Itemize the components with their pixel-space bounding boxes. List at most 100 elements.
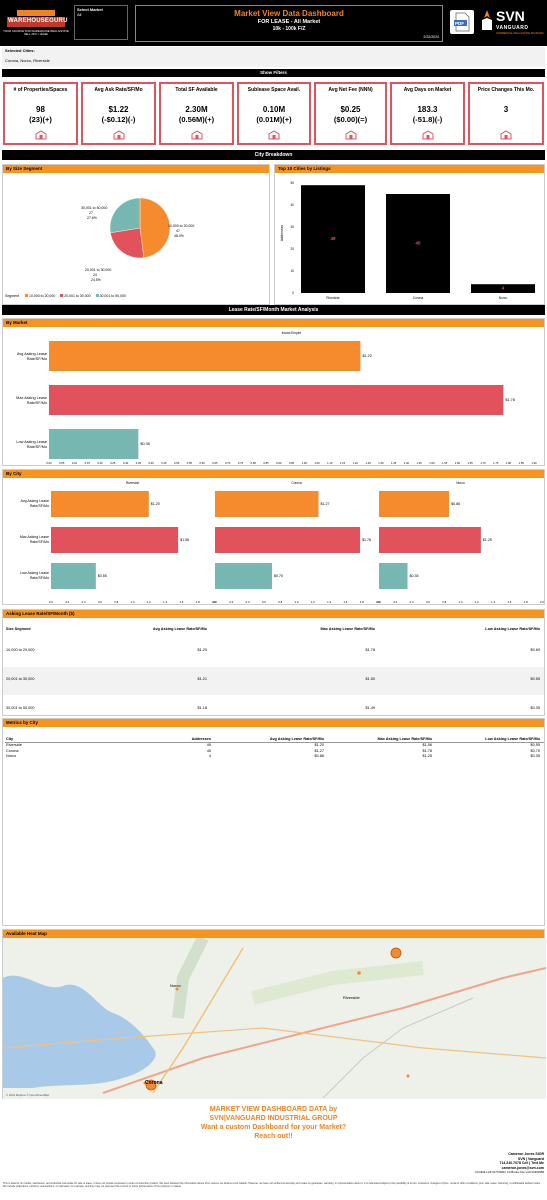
pie-label-pct: 27.6% [87, 216, 97, 220]
pie-label-pct: 48.0% [174, 234, 184, 238]
city-bar [471, 284, 535, 293]
x-tick: 0.15 [85, 461, 91, 465]
kpi-label: Sublease Space Avail. [247, 87, 301, 93]
market-bar [49, 429, 139, 459]
city-bar-value: $1.27 [321, 502, 330, 506]
city-bar [215, 491, 319, 517]
contact-email[interactable]: cameron.jones@svn.com [501, 1165, 544, 1170]
kpi-label: Total SF Available [175, 87, 218, 93]
kpi-change: ($0.00)(=) [333, 115, 368, 124]
x-tick: 1.85 [519, 461, 525, 465]
city-bar-value: $1.20 [151, 502, 160, 506]
show-filters-button[interactable]: Show Filters [2, 69, 545, 77]
report-date: 2/22/2024 [423, 35, 439, 39]
svn-logo[interactable]: SVN VANGUARD COMMERCIAL REAL ESTATE ADVI… [478, 6, 544, 41]
heat-map[interactable] [3, 938, 546, 1099]
svn-mark-icon [482, 10, 492, 30]
table-cell: $1.20 [314, 743, 324, 747]
x-tick: 1.6 [179, 600, 183, 604]
pie-label-pct: 24.5% [91, 278, 101, 282]
map-credit: © 2024 Mapbox © OpenStreetMap [6, 1093, 50, 1097]
x-tick: 1.2 [311, 600, 315, 604]
contact-phone[interactable]: 714.240.7078 Cell | Text Me [499, 1161, 545, 1165]
money-icon [345, 130, 356, 140]
city-bar [379, 563, 408, 589]
pdf-download-button[interactable]: PDF [450, 10, 474, 34]
city-bar-label: Corona [413, 296, 424, 300]
kpi-card[interactable]: # of Properties/Spaces 98 (23)(+) [3, 82, 78, 145]
kpi-card[interactable]: Avg Days on Market 183.3 (-51.8)(-) [390, 82, 465, 145]
contact-block: Cameron Jones SIOR SVN | Vanguard 714.24… [344, 1152, 544, 1175]
market-row-label: Low Asking Lease [16, 440, 47, 444]
kpi-card[interactable]: Total SF Available 2.30M (0.56M)(+) [159, 82, 234, 145]
metrics-by-city-panel: Metrics by City City Addresses Avg Asking … [2, 718, 545, 926]
y-tick: 40 [290, 203, 294, 207]
kpi-card[interactable]: Price Changes This Mo. 3 [468, 82, 544, 145]
svn-tag: COMMERCIAL REAL ESTATE ADVISORS [496, 32, 544, 35]
table-cell: $0.35 [530, 754, 540, 758]
pie-label-count: 47 [176, 229, 180, 233]
city-bar-value: 49 [330, 236, 336, 241]
table-header: Addresses [191, 737, 211, 741]
kpi-value: $0.25 [340, 105, 361, 114]
kpi-card[interactable]: Avg Ask Rate/SF/Mo $1.22 (-$0.12)(-) [81, 82, 156, 145]
table-header: City [6, 737, 14, 741]
city-row-label: Avg Asking Lease [20, 499, 49, 503]
cta-line-1: MARKET VIEW DASHBOARD DATA by [209, 1106, 338, 1113]
x-tick: 0.00 [46, 461, 52, 465]
select-market-filter[interactable]: Select Market All [74, 5, 128, 40]
market-row-label: Rate/SF/Mo [27, 401, 47, 405]
market-row-label: Rate/SF/Mo [27, 357, 47, 361]
x-tick: 0.85 [263, 461, 269, 465]
x-tick: 1.40 [404, 461, 410, 465]
x-tick: 0.35 [136, 461, 142, 465]
kpi-card[interactable]: Sublease Space Avail. 0.10M (0.01M)(+) [237, 82, 311, 145]
city-bar-value: $1.25 [483, 538, 492, 542]
kpi-value: 3 [503, 105, 509, 114]
x-tick: 0.4 [410, 600, 414, 604]
riverside-heat-marker [390, 947, 402, 959]
city-row-label: Rate/SF/Mo [30, 540, 49, 544]
x-tick: 0.6 [262, 600, 266, 604]
svn-logo-text: SVN [496, 8, 525, 24]
by-market-panel: By Market Inland Empire $1.22 Avg Asking L… [2, 318, 545, 466]
x-tick: 1.30 [378, 461, 384, 465]
table-divider [5, 742, 544, 743]
kpi-label: Avg Days on Market [403, 87, 452, 93]
x-tick: 0.90 [276, 461, 282, 465]
cta-line-4: Reach out!! [254, 1133, 293, 1140]
x-tick: 1.2 [475, 600, 479, 604]
heat-marker [175, 987, 179, 991]
table-cell: $1.49 [365, 706, 375, 710]
x-tick: 0.75 [238, 461, 244, 465]
table-cell: $1.29 [197, 648, 207, 652]
warehouseguru-logo[interactable]: WAREHOUSEGURU YOUR SOURCE FOR WAREHOUSE … [3, 6, 69, 40]
y-tick: 30 [290, 225, 294, 229]
building-icon [35, 130, 46, 140]
table-row-bg [3, 667, 544, 695]
city-bar [301, 185, 365, 293]
table-cell: $0.55 [530, 743, 540, 747]
legend-item: 20,001 to 30,000 [64, 294, 91, 298]
y-tick: 0 [292, 291, 294, 295]
x-tick: 1.55 [442, 461, 448, 465]
logo-text: WAREHOUSEGURU [8, 18, 68, 24]
city-breakdown-band: City Breakdown [2, 150, 545, 160]
heat-marker [143, 1081, 147, 1085]
x-tick: 0.8 [278, 600, 282, 604]
x-tick: 0.0 [213, 600, 217, 604]
handshake-icon [268, 130, 280, 140]
table-cell: 49 [206, 743, 211, 747]
kpi-card[interactable]: Avg Net Fee (NNN) $0.25 ($0.00)(=) [314, 82, 387, 145]
city-panel-header: Riverside [126, 481, 140, 485]
x-tick: 1.65 [468, 461, 474, 465]
calendar-icon [422, 130, 433, 140]
x-tick: 0.70 [225, 461, 231, 465]
legend-swatch [95, 294, 99, 297]
x-tick: 0.30 [123, 461, 129, 465]
city-bar [215, 563, 273, 589]
pie-label-count: 27 [89, 211, 93, 215]
city-panel-header: Corona [291, 481, 302, 485]
select-market-value[interactable]: All [77, 12, 82, 17]
